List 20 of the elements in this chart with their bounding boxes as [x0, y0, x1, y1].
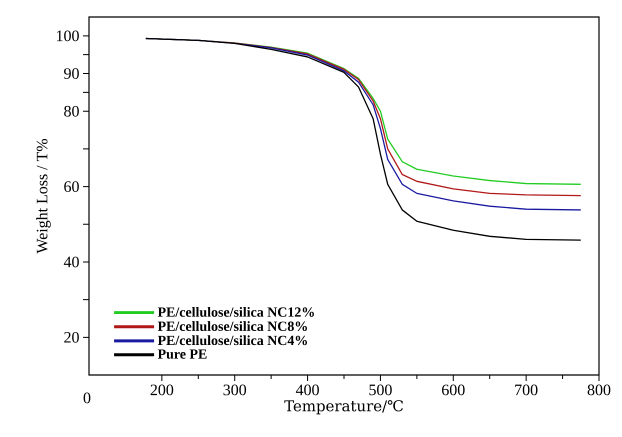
text: 0 [84, 392, 90, 404]
y-tick-label: 90 [64, 68, 79, 79]
legend-label: PE/cellulose/silica NC4% [158, 335, 307, 346]
legend-label: PE/cellulose/silica NC8% [158, 321, 307, 331]
legend-label: PE/cellulose/silica NC12% [158, 306, 314, 317]
y-tick-label: 100 [56, 30, 79, 42]
y-tick-label: 20 [64, 332, 79, 343]
legend-label: Pure PE [158, 349, 207, 359]
y-tick-label: 80 [64, 106, 79, 117]
x-tick-label: 400 [296, 384, 319, 396]
y-axis-title: Weight Loss / T% [36, 138, 51, 254]
x-axis-title: Temperature/℃ [284, 400, 403, 414]
y-tick-label: 60 [64, 181, 79, 192]
x-tick-label: 800 [588, 384, 610, 396]
x-tick-label: 500 [369, 384, 392, 396]
x-tick-label: 300 [224, 384, 246, 396]
x-tick-label: 200 [150, 384, 174, 396]
y-tick-label: 40 [64, 256, 79, 268]
x-tick-label: 600 [442, 384, 465, 396]
x-tick-label: 700 [515, 384, 538, 396]
